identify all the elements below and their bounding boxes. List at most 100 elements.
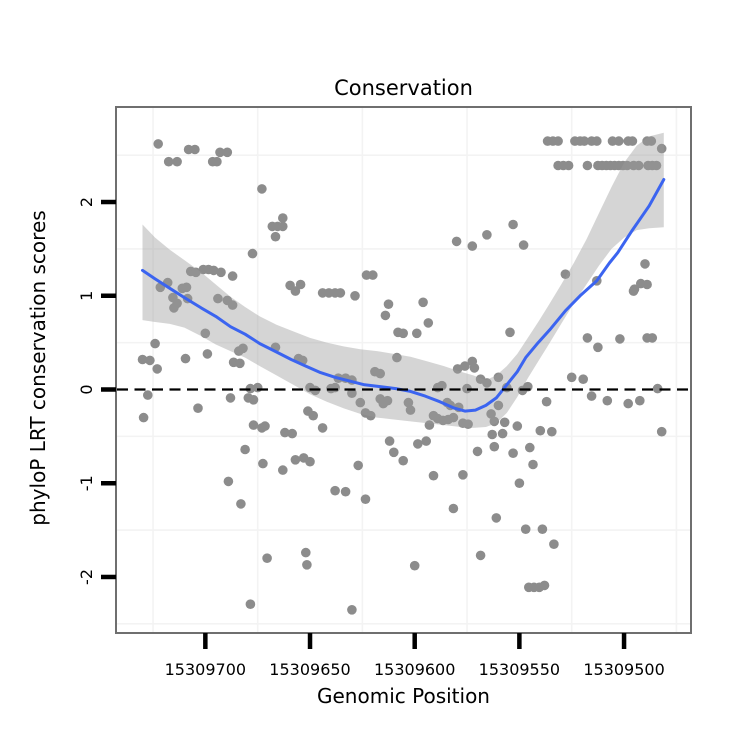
axis-ticks [101, 199, 627, 649]
data-point [191, 267, 201, 278]
data-point [493, 400, 504, 411]
data-point [412, 328, 422, 339]
data-point [614, 136, 624, 146]
data-point [423, 318, 434, 328]
data-point [330, 485, 340, 496]
data-point [365, 410, 376, 421]
data-point [248, 395, 259, 405]
data-point [225, 393, 236, 403]
x-tick-label: 15309700 [165, 660, 246, 679]
data-point [258, 458, 268, 469]
data-point [656, 143, 667, 154]
data-point [347, 605, 357, 615]
data-point [528, 459, 538, 470]
data-point [493, 372, 504, 383]
data-point [512, 421, 523, 431]
data-point [143, 390, 153, 400]
data-point [317, 423, 328, 433]
data-point [652, 383, 663, 394]
data-point [635, 395, 645, 406]
data-point [152, 364, 162, 374]
data-point [421, 436, 432, 446]
data-point [347, 388, 357, 399]
panel-background [117, 108, 690, 632]
data-point [615, 334, 625, 344]
data-point [482, 378, 492, 388]
data-point [247, 248, 258, 259]
y-tick-label: -2 [77, 569, 96, 585]
data-point [514, 478, 525, 489]
y-tick-label: 0 [77, 384, 96, 394]
data-point [262, 553, 272, 563]
data-point [278, 465, 288, 475]
data-point [467, 241, 478, 251]
data-point [303, 406, 313, 416]
data-point [489, 416, 500, 427]
data-point [428, 470, 439, 481]
data-point [200, 328, 211, 339]
data-point [240, 444, 250, 455]
data-point [627, 136, 638, 146]
data-point [216, 267, 226, 278]
data-point [451, 236, 462, 247]
data-point [222, 147, 233, 158]
data-point [302, 560, 312, 570]
data-point [491, 513, 502, 523]
data-point [413, 439, 423, 449]
y-tick-label: -1 [77, 475, 96, 491]
data-point [295, 279, 306, 290]
data-point [566, 372, 577, 383]
data-point [549, 539, 559, 549]
data-point [409, 560, 420, 571]
data-point [290, 286, 301, 296]
data-point [463, 419, 473, 430]
data-point [172, 156, 182, 167]
data-point [482, 230, 492, 240]
data-point [350, 291, 360, 301]
data-point [563, 160, 574, 171]
data-point [389, 447, 399, 458]
data-point [469, 363, 480, 373]
data-point [257, 184, 267, 194]
y-tick-label: 1 [77, 291, 96, 301]
data-point [418, 297, 428, 308]
data-point [586, 391, 597, 401]
data-point [508, 219, 518, 230]
data-point [392, 352, 402, 363]
data-point [448, 412, 459, 423]
data-point [458, 470, 468, 480]
x-axis-title: Genomic Position [317, 684, 490, 708]
data-point [539, 580, 550, 591]
data-point [368, 270, 378, 280]
data-point [582, 160, 593, 171]
data-point [579, 136, 590, 146]
data-point [486, 409, 496, 419]
data-point [602, 395, 613, 406]
data-point [137, 354, 148, 365]
data-point [541, 396, 552, 407]
data-point [270, 231, 281, 242]
data-point [560, 269, 571, 280]
y-tick-label: 2 [77, 197, 96, 207]
data-point [398, 455, 409, 466]
data-point [520, 524, 531, 534]
data-point [353, 460, 364, 471]
data-point [437, 380, 447, 391]
x-tick-label: 15309550 [479, 660, 560, 679]
data-point [223, 476, 234, 487]
data-point [525, 442, 535, 453]
data-point [505, 327, 515, 338]
data-point [280, 427, 290, 438]
data-point [215, 147, 225, 158]
plot-title: Conservation [334, 76, 473, 100]
data-point [489, 441, 500, 452]
data-point [190, 144, 200, 155]
data-point [138, 412, 149, 423]
data-point [656, 426, 667, 437]
data-point [305, 456, 315, 467]
data-point [236, 499, 246, 509]
data-point [248, 420, 259, 430]
data-point [499, 417, 510, 428]
